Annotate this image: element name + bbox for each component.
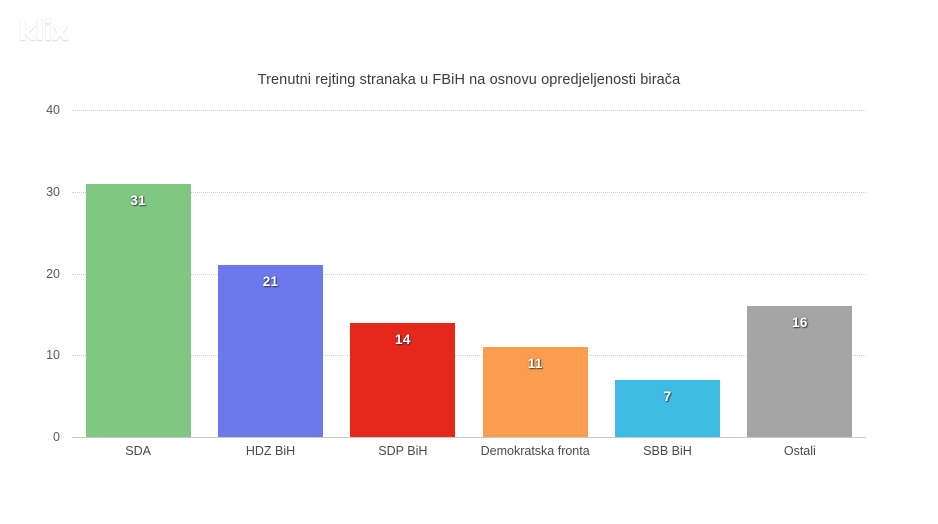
y-axis-tick-label: 20 — [46, 266, 60, 281]
y-axis-tick-label: 0 — [53, 430, 60, 444]
x-axis-label-demokratska-fronta: Demokratska fronta — [480, 444, 590, 458]
bar-sbb-bih[interactable]: 7 — [615, 379, 720, 437]
gridline-30 — [72, 191, 866, 193]
bar-value-label: 14 — [395, 331, 411, 347]
bar-sdp-bih[interactable]: 14 — [350, 322, 456, 437]
x-axis-label-ostali: Ostali — [783, 444, 816, 458]
bar-value-label: 11 — [527, 356, 543, 372]
x-axis-label-sdp-bih: SDP BiH — [378, 444, 428, 458]
bar-value-label: 16 — [792, 315, 808, 331]
bar-ostali[interactable]: 16 — [747, 306, 853, 437]
gridline-10 — [72, 355, 866, 357]
bar-value-label: 7 — [663, 388, 672, 404]
bar-demokratska-fronta[interactable]: 11 — [482, 347, 588, 437]
bar-hdz-bih[interactable]: 21 — [218, 265, 323, 437]
chart-title: Trenutni rejting stranaka u FBiH na osno… — [257, 72, 681, 88]
bar-sda[interactable]: 31 — [85, 183, 191, 437]
bar-value-label: 21 — [262, 274, 279, 290]
x-axis-label-sda: SDA — [125, 444, 152, 458]
gridline-0 — [72, 437, 866, 438]
y-axis-tick-label: 40 — [46, 103, 60, 117]
x-axis-label-sbb-bih: SBB BiH — [643, 444, 692, 458]
gridline-40 — [72, 110, 866, 111]
y-axis-tick-label: 30 — [46, 184, 60, 199]
y-axis-tick-label: 10 — [46, 348, 60, 363]
y-axis: 0 10 20 30 40 — [0, 103, 60, 444]
x-axis-label-hdz-bih: HDZ BiH — [245, 444, 296, 458]
bar-value-label: 31 — [130, 192, 146, 208]
plot-area: 31 21 14 11 7 16 — [72, 110, 866, 438]
gridline-20 — [72, 273, 866, 275]
